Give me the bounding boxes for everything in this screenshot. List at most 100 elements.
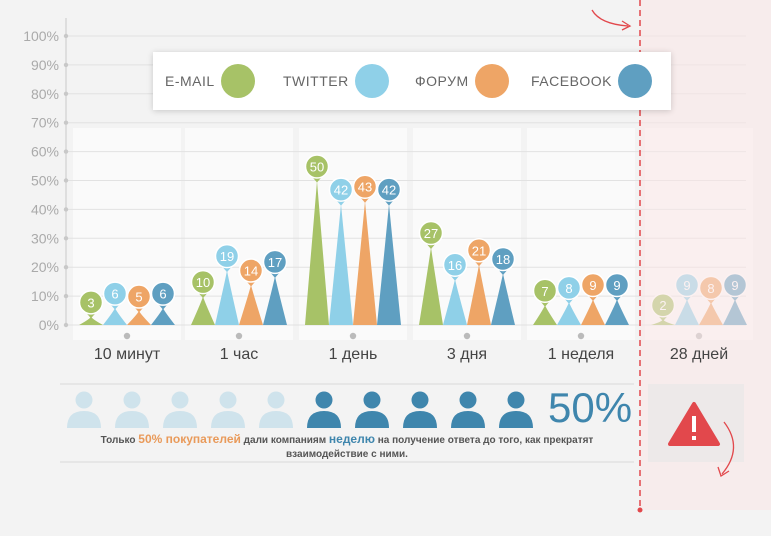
y-tick-label: 10% xyxy=(31,288,59,304)
data-label: 10 xyxy=(196,275,210,290)
value-bubble xyxy=(262,249,288,275)
y-tick-label: 20% xyxy=(31,259,59,275)
legend-swatch xyxy=(618,64,653,98)
data-label: 16 xyxy=(448,258,462,273)
y-tick-label: 80% xyxy=(31,86,59,102)
data-label: 9 xyxy=(613,278,620,293)
data-label: 18 xyxy=(496,252,510,267)
value-bubble xyxy=(580,272,606,298)
y-tick-dot xyxy=(63,207,69,212)
spike-e-mail xyxy=(305,180,329,325)
data-label: 43 xyxy=(358,180,372,195)
x-tick-label: 10 минут xyxy=(93,346,161,363)
data-label: 50 xyxy=(310,160,324,175)
category-dot xyxy=(123,332,131,340)
x-tick-label: 28 дней xyxy=(669,346,729,363)
y-tick-label: 30% xyxy=(31,230,59,246)
y-tick-dot xyxy=(63,120,69,125)
legend-item-e-mail: E-MAIL xyxy=(165,52,255,110)
curved-arrow-icon-head xyxy=(621,20,632,31)
legend-label: FACEBOOK xyxy=(531,73,613,89)
y-tick-dot xyxy=(63,178,69,183)
y-tick-dot xyxy=(63,62,69,68)
legend-swatch xyxy=(354,64,389,98)
person-icon xyxy=(67,391,101,428)
value-bubble xyxy=(190,269,216,295)
data-label: 5 xyxy=(135,290,142,305)
spike-twitter xyxy=(557,301,581,325)
spike-форум xyxy=(353,200,377,325)
person-icon xyxy=(403,391,437,428)
legend-swatch xyxy=(474,64,509,98)
curved-arrow-icon-lower-head xyxy=(717,466,730,477)
x-tick-label: 1 час xyxy=(219,346,259,363)
curved-arrow-icon xyxy=(591,9,629,27)
y-tick-label: 70% xyxy=(31,115,59,131)
person-icon xyxy=(211,391,245,428)
value-bubble xyxy=(556,275,582,301)
spike-facebook xyxy=(491,272,515,325)
data-label: 6 xyxy=(159,287,166,302)
person-icon xyxy=(115,391,149,428)
legend-label: E-MAIL xyxy=(165,73,215,89)
category-dot xyxy=(235,332,243,340)
data-label: 6 xyxy=(111,287,118,302)
spike-twitter xyxy=(215,270,239,325)
y-tick-dot xyxy=(63,91,69,97)
y-tick-dot xyxy=(63,265,69,270)
y-tick-label: 50% xyxy=(31,173,59,189)
caption-middle: дали компаниям xyxy=(240,435,329,446)
y-tick-label: 90% xyxy=(31,57,59,73)
legend-item-facebook: FACEBOOK xyxy=(531,52,653,110)
category-dot xyxy=(577,332,585,340)
value-bubble xyxy=(466,238,492,263)
spike-форум xyxy=(127,310,151,325)
curved-arrow-icon-lower xyxy=(721,421,735,475)
value-bubble xyxy=(442,252,468,278)
percent-value: 50% xyxy=(548,384,633,431)
value-bubble xyxy=(328,177,354,202)
data-label: 3 xyxy=(87,295,94,310)
data-label: 21 xyxy=(472,243,486,258)
spike-twitter xyxy=(443,278,467,325)
data-label: 17 xyxy=(268,255,282,270)
data-label: 42 xyxy=(382,183,396,198)
y-tick-label: 40% xyxy=(31,201,59,217)
data-label: 19 xyxy=(220,249,234,264)
data-label: 8 xyxy=(565,281,572,296)
y-tick-dot xyxy=(63,149,69,154)
value-bubble xyxy=(78,290,104,315)
spike-e-mail xyxy=(419,246,443,325)
legend-swatch xyxy=(220,64,255,98)
data-label: 27 xyxy=(424,226,438,241)
value-bubble xyxy=(604,272,630,298)
spike-e-mail xyxy=(191,296,215,325)
person-icon xyxy=(451,391,485,428)
legend-item-форум: ФОРУМ xyxy=(415,52,509,110)
y-tick-label: 0% xyxy=(39,317,59,333)
x-tick-label: 3 дня xyxy=(446,346,488,363)
legend: E-MAIL TWITTER ФОРУМ FACEBOOK xyxy=(153,52,671,110)
value-bubble xyxy=(304,154,330,179)
y-tick-dot xyxy=(63,236,69,241)
person-icon xyxy=(307,391,341,428)
spike-facebook xyxy=(377,203,401,325)
deadline-line-end xyxy=(637,507,643,513)
spike-форум xyxy=(467,264,491,325)
value-bubble xyxy=(352,174,378,199)
person-icon xyxy=(355,391,389,428)
legend-label: TWITTER xyxy=(283,73,349,89)
data-label: 14 xyxy=(244,264,258,279)
caption-highlight-customers: 50% покупателей xyxy=(138,432,241,446)
caption-highlight-week: неделю xyxy=(328,432,375,446)
spike-facebook xyxy=(263,275,287,325)
data-label: 7 xyxy=(541,284,548,299)
category-dot xyxy=(463,332,471,340)
x-tick-label: 1 неделя xyxy=(547,346,615,363)
value-bubble xyxy=(418,220,444,246)
value-bubble xyxy=(102,281,128,306)
data-label: 42 xyxy=(334,183,348,198)
y-tick-dot xyxy=(63,322,69,328)
info-caption: Только 50% покупателей дали компаниям не… xyxy=(62,432,632,462)
legend-item-twitter: TWITTER xyxy=(283,52,389,110)
